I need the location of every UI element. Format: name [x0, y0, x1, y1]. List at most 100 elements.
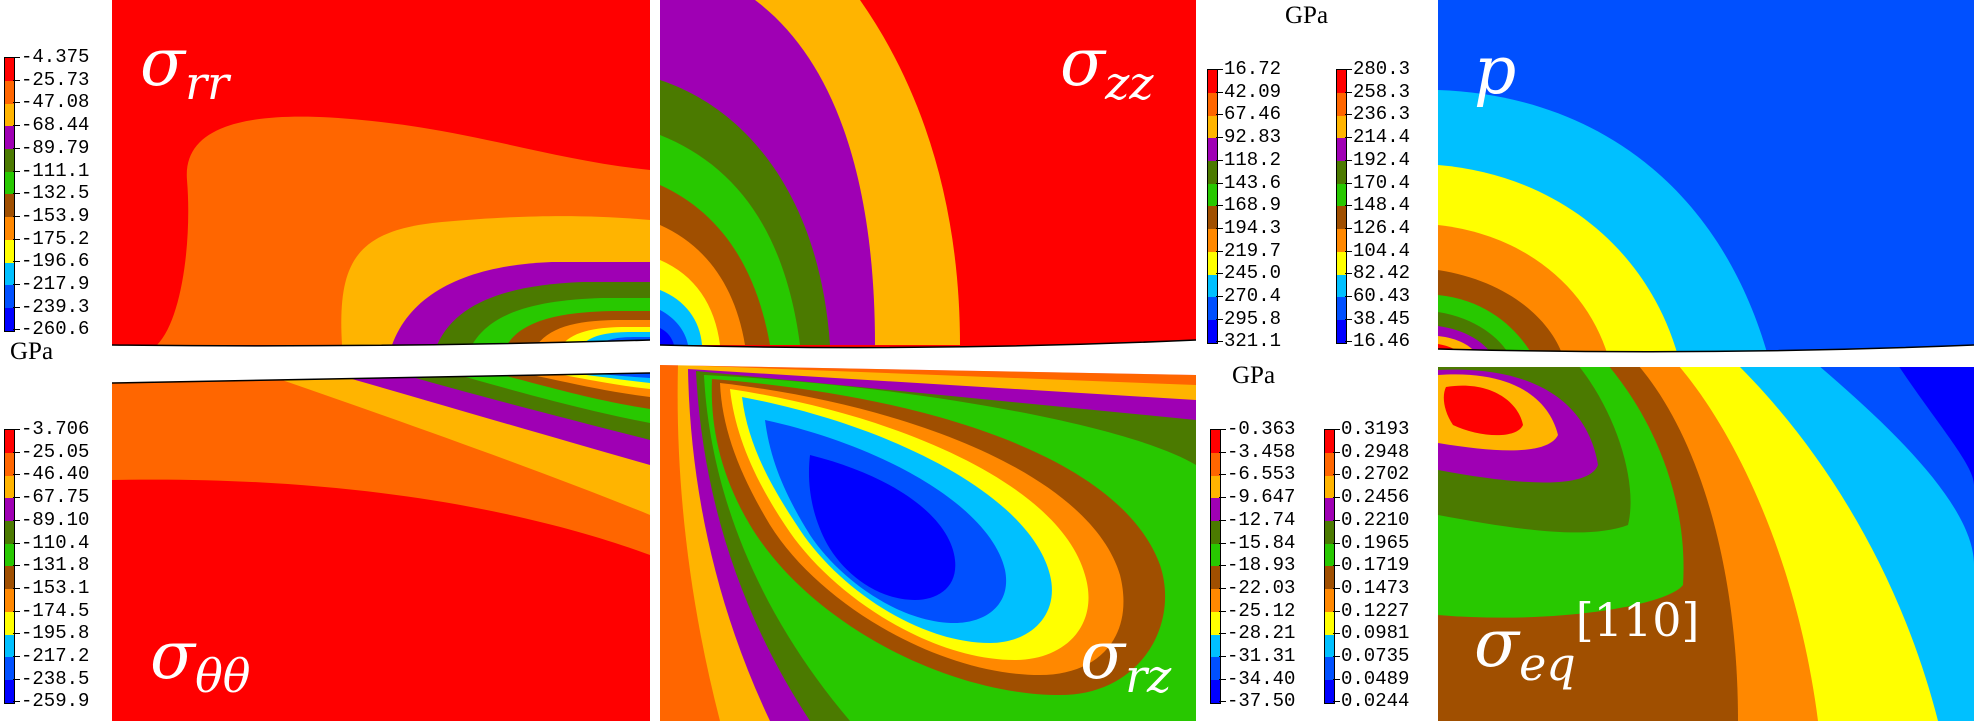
legend-tick-label: -196.6 [12, 250, 90, 273]
legend-swatch [1337, 93, 1346, 116]
legend-swatch [1325, 589, 1334, 612]
legend-tick-label: -34.40 [1218, 667, 1296, 690]
legend-swatch [5, 543, 14, 567]
legend-tick-label: -175.2 [12, 227, 90, 250]
legend-swatch [5, 521, 14, 544]
legend-swatch [5, 285, 14, 308]
legend-tick-label: -3.458 [1218, 440, 1296, 463]
legend-swatch [1337, 297, 1346, 320]
legend-tick-label: 148.4 [1344, 194, 1411, 217]
unit-label-left: GPa [10, 338, 54, 365]
legend-tick-label: -195.8 [12, 622, 90, 645]
legend-tick-label: -31.31 [1218, 645, 1296, 667]
legend-tick-label: 245.0 [1215, 262, 1282, 285]
legend-tick-label: -15.84 [1218, 531, 1296, 554]
legend-tick-label: 168.9 [1215, 194, 1282, 217]
legend-swatch [5, 498, 14, 522]
legend-tick-label: -25.12 [1218, 599, 1296, 622]
legend-swatch [5, 634, 14, 658]
legend-swatch [1325, 453, 1334, 476]
legend-colorbar [1336, 69, 1347, 344]
legend-swatch [5, 611, 14, 635]
legend-swatch [1211, 521, 1220, 544]
legend-swatch [1211, 430, 1220, 454]
legend-tick-label: 0.2456 [1332, 486, 1410, 509]
legend-tick-label: 126.4 [1344, 216, 1411, 239]
legend-tick-label: -25.05 [12, 440, 90, 463]
legend-tick-label: -89.79 [12, 136, 90, 159]
legend-swatch [1325, 634, 1334, 658]
legend-swatch [1325, 475, 1334, 499]
legend-swatch [1208, 93, 1217, 116]
unit-label-bottom: GPa [1232, 362, 1276, 389]
legend-swatch [1211, 453, 1220, 476]
legend-tick-label: 0.1473 [1332, 576, 1410, 599]
legend-swatch [5, 679, 14, 703]
legend-tick-label: 258.3 [1344, 80, 1411, 103]
legend-swatch [1337, 251, 1346, 275]
legend-swatch [1208, 229, 1217, 252]
legend-swatch [1208, 274, 1217, 298]
legend-swatch [5, 149, 14, 172]
legend-tick-label: -68.44 [12, 114, 90, 137]
legend-tick-label: 104.4 [1344, 239, 1411, 262]
label-sigma-rz: σrz [1080, 617, 1172, 703]
legend-tick-label: 60.43 [1344, 285, 1411, 307]
panel-sigma-rr: σrr [112, 0, 650, 352]
legend-tick-label: 0.0735 [1332, 645, 1410, 667]
legend-tick-label: 0.1227 [1332, 599, 1410, 622]
legend-tick-label: 170.4 [1344, 171, 1411, 194]
legend-colorbar [1210, 429, 1221, 704]
legend-tick-label: -217.9 [12, 273, 90, 295]
legend-tick-label: 92.83 [1215, 126, 1282, 149]
legend-swatch [5, 239, 14, 263]
legend-tick-label: 194.3 [1215, 216, 1282, 239]
legend-tick-label: -67.75 [12, 486, 90, 509]
contour-sigma-zz [660, 0, 1196, 352]
legend-tick-label: -12.74 [1218, 508, 1296, 531]
legend-tick-label: -174.5 [12, 599, 90, 622]
legend-swatch [1325, 611, 1334, 635]
legend-tick-label: -111.1 [12, 159, 90, 182]
legend-swatch [5, 194, 14, 218]
legend-swatch [1337, 115, 1346, 139]
legend-tick-label: 295.8 [1215, 307, 1282, 330]
legend-swatch [1211, 589, 1220, 612]
legend-swatch [1337, 229, 1346, 252]
legend-swatch [1208, 70, 1217, 94]
legend-colorbar [1207, 69, 1218, 344]
legend-tick-label: 0.1965 [1332, 531, 1410, 554]
legend-swatch [1208, 138, 1217, 162]
legend-swatch [5, 475, 14, 499]
legend-swatch [1325, 657, 1334, 680]
legend-tick-label: 0.0244 [1332, 690, 1410, 713]
label-sigma-zz: σzz [1060, 24, 1154, 110]
legend-tick-label: -18.93 [1218, 554, 1296, 577]
legend-tick-label: 270.4 [1215, 285, 1282, 307]
legend-tick-label: 219.7 [1215, 239, 1282, 262]
legend-swatch [5, 430, 14, 454]
legend-colorbar [1324, 429, 1335, 704]
legend-tick-label: 67.46 [1215, 103, 1282, 126]
legend-swatch [1208, 183, 1217, 207]
legend-swatch [1337, 319, 1346, 343]
legend-tick-label: 0.1719 [1332, 554, 1410, 577]
legend-tick-label: -25.73 [12, 68, 90, 91]
legend-swatch [5, 307, 14, 331]
legend-tick-label: -132.5 [12, 182, 90, 205]
legend-swatch [1208, 319, 1217, 343]
legend-swatch [1337, 138, 1346, 162]
legend-swatch [1325, 679, 1334, 703]
legend-swatch [5, 217, 14, 240]
contour-sigma-rz [660, 365, 1196, 721]
legend-tick-label: -259.9 [12, 690, 90, 713]
legend-tick-label: 280.3 [1344, 58, 1411, 80]
legend-tick-label: -153.9 [12, 204, 90, 227]
legend-tick-label: -153.1 [12, 576, 90, 599]
legend-tick-label: 214.4 [1344, 126, 1411, 149]
legend-tick-label: 0.3193 [1332, 418, 1410, 440]
legend-swatch [1208, 251, 1217, 275]
legend-swatch [5, 589, 14, 612]
contour-sigma-rr [112, 0, 650, 352]
legend-swatch [5, 657, 14, 680]
